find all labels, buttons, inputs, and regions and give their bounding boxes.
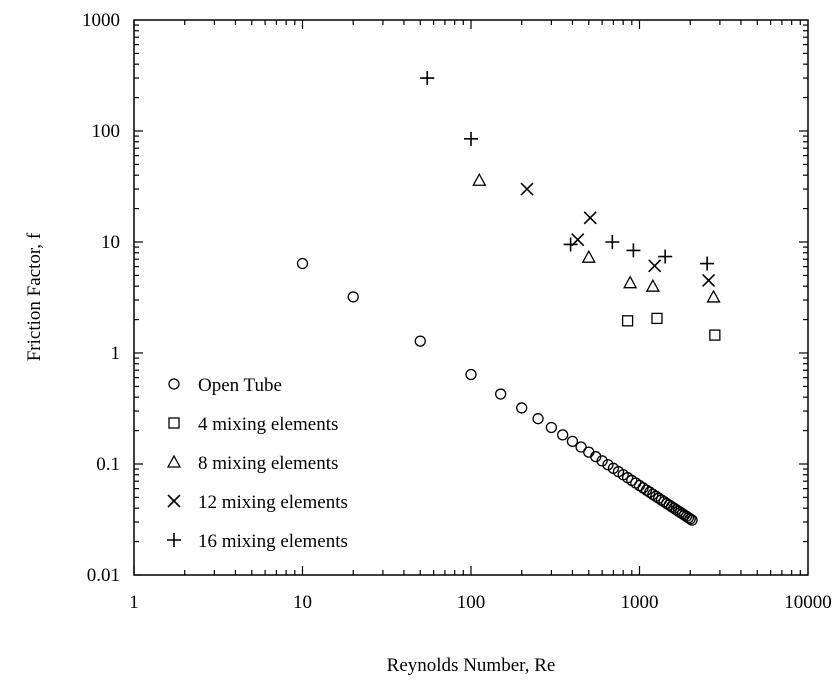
circle-point (296, 257, 309, 270)
plus-point (563, 237, 578, 252)
legend-x-marker (167, 494, 181, 508)
square-point (709, 329, 721, 341)
legend-circle-marker (168, 378, 180, 390)
square-point (621, 315, 634, 327)
plus-point (605, 235, 620, 249)
circle-point (545, 421, 558, 434)
y-tick-label: 100 (92, 121, 121, 142)
circle-point (596, 455, 608, 467)
y-tick-label: 0.01 (87, 565, 120, 586)
legend-label: 16 mixing elements (198, 531, 348, 552)
plus-point (658, 249, 673, 264)
circle-point (644, 486, 656, 498)
x-point (520, 182, 534, 196)
x-point (571, 233, 585, 247)
legend-label: 12 mixing elements (198, 492, 348, 513)
circle-point (495, 388, 507, 400)
x-tick-label: 100 (457, 592, 486, 613)
legend: Open Tube 4 mixing elements 8 mixing eleme… (166, 375, 348, 552)
circle-point (516, 402, 528, 414)
circle-point (557, 429, 569, 441)
circle-point (686, 514, 698, 526)
x-tick-label: 1 (129, 592, 139, 613)
y-axis-title: Friction Factor, f (24, 232, 45, 361)
circle-point (575, 441, 587, 453)
triangle-point (581, 249, 596, 263)
circle-point (684, 513, 696, 525)
legend-label: Open Tube (198, 375, 282, 396)
y-tick-label: 0.1 (96, 454, 120, 475)
y-tick-label: 1 (111, 343, 121, 364)
x-tick-label: 1000 (621, 592, 659, 613)
triangle-point (623, 275, 638, 289)
circle-point (583, 446, 595, 458)
x-tick-label: 10000 (784, 592, 832, 613)
circle-point (465, 368, 477, 381)
x-point (583, 211, 597, 225)
plus-point (700, 256, 715, 271)
x-axis-title: Reynolds Number, Re (387, 655, 556, 676)
x-point (702, 273, 716, 288)
legend-label: 8 mixing elements (198, 453, 338, 474)
y-tick-label: 1000 (82, 10, 120, 31)
plus-point (420, 71, 435, 86)
circle-point (647, 488, 659, 500)
y-tick-label: 10 (101, 232, 120, 253)
triangle-point (645, 278, 660, 292)
axis-ticks (133, 20, 808, 576)
plus-point (626, 243, 641, 258)
x-point (648, 259, 662, 273)
triangle-point (472, 172, 487, 186)
circle-point (566, 435, 579, 447)
legend-square-marker (168, 417, 180, 429)
legend-triangle-marker (166, 454, 182, 468)
circle-point (347, 291, 359, 303)
data-points (296, 71, 721, 526)
circle-point (414, 335, 426, 347)
legend-plus-marker (167, 533, 181, 547)
square-point (651, 312, 663, 325)
circle-point (532, 413, 544, 425)
x-tick-label: 10 (293, 592, 312, 613)
legend-label: 4 mixing elements (198, 414, 338, 435)
tick-labels: 1 10 100 1000 10000 0.01 0.1 1 10 100 1000 (82, 10, 832, 613)
plus-point (464, 131, 478, 146)
circle-point (650, 490, 662, 502)
triangle-point (706, 289, 721, 303)
